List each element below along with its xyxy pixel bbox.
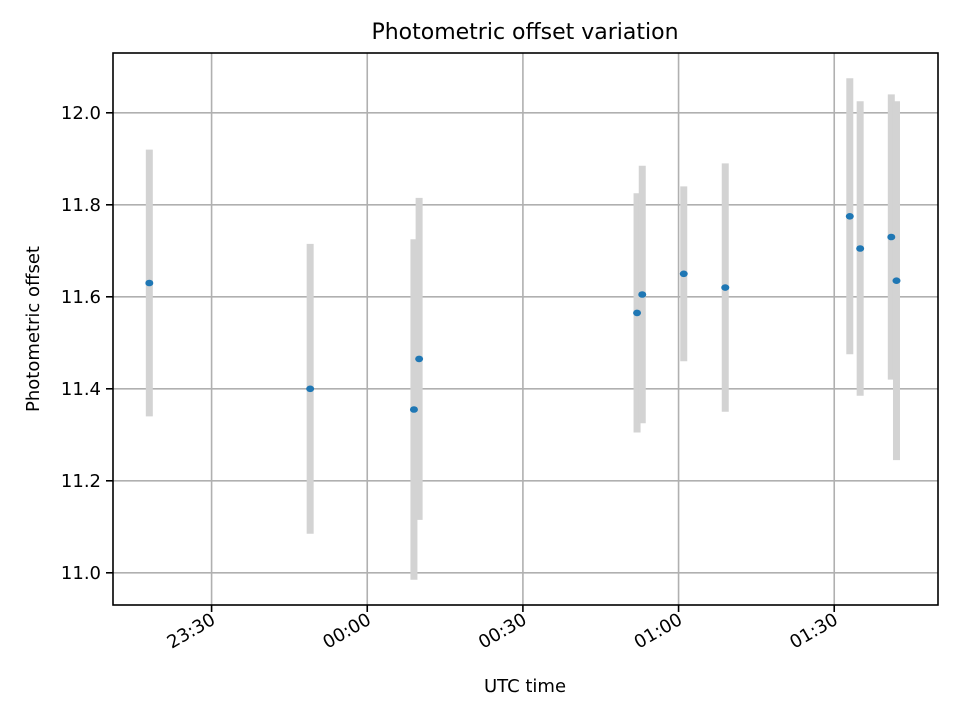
grid-lines xyxy=(113,53,938,605)
data-point xyxy=(409,406,418,413)
data-point xyxy=(892,277,901,285)
data-point xyxy=(845,213,854,220)
data-point xyxy=(887,233,896,241)
y-tick-label: 11.6 xyxy=(61,287,101,308)
x-tick-label: 00:30 xyxy=(475,609,530,653)
y-tick-label: 11.8 xyxy=(61,195,101,216)
plot-frame xyxy=(112,52,939,606)
data-point xyxy=(415,355,424,363)
x-axis-label: UTC time xyxy=(484,676,566,697)
x-tick-label: 00:00 xyxy=(319,609,374,653)
data-point xyxy=(306,385,315,393)
data-point xyxy=(633,309,642,317)
x-tick-label: 23:30 xyxy=(164,609,219,653)
data-point xyxy=(721,284,730,291)
data-point xyxy=(679,270,688,278)
y-tick-label: 12.0 xyxy=(61,103,101,124)
y-tick-label: 11.4 xyxy=(61,379,101,400)
y-tick-label: 11.2 xyxy=(61,471,101,492)
data-point xyxy=(856,245,865,252)
data-point xyxy=(638,291,647,298)
y-axis-label: Photometric offset xyxy=(23,246,44,412)
data-point xyxy=(145,279,154,287)
x-tick-label: 01:00 xyxy=(631,609,686,653)
chart-title: Photometric offset variation xyxy=(371,20,678,45)
data-points xyxy=(145,213,901,413)
y-tick-label: 11.0 xyxy=(61,563,101,584)
x-tick-label: 01:30 xyxy=(786,609,841,653)
